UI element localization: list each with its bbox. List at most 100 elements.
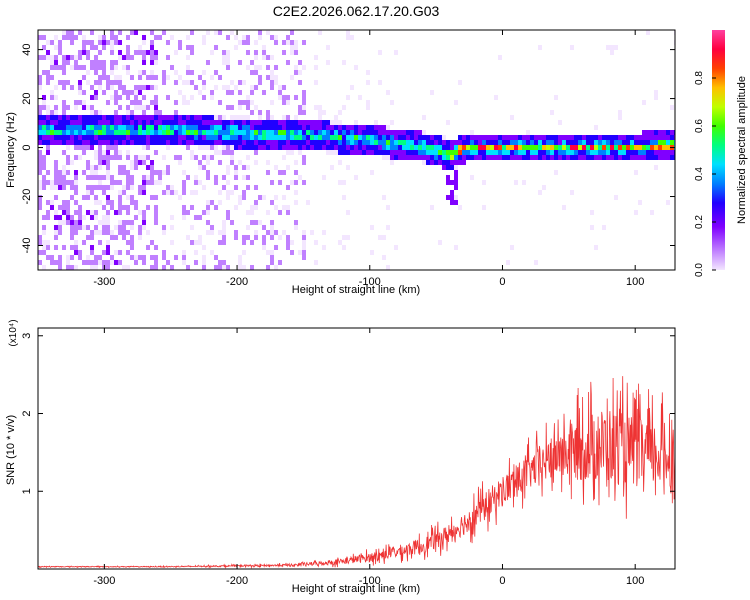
spectrogram-cell bbox=[290, 180, 294, 185]
spectrogram-cell bbox=[170, 135, 174, 140]
spectrogram-cell bbox=[46, 115, 50, 120]
spectrogram-cell bbox=[262, 225, 266, 230]
spectrogram-cell bbox=[234, 185, 238, 190]
spectrogram-cell bbox=[110, 230, 114, 235]
spectrogram-cell bbox=[214, 130, 218, 135]
spectrogram-cell bbox=[166, 40, 170, 45]
spectrogram-cell bbox=[242, 175, 246, 180]
spectrogram-cell bbox=[238, 115, 242, 120]
spectrogram-cell bbox=[478, 140, 482, 145]
spectrogram-cell bbox=[386, 225, 390, 230]
spectrogram-cell bbox=[222, 260, 226, 265]
spectrogram-cell bbox=[62, 180, 66, 185]
spectrogram-cell bbox=[214, 140, 218, 145]
spectrogram-cell bbox=[418, 150, 422, 155]
spectrogram-cell bbox=[186, 140, 190, 145]
spectrogram-cell bbox=[94, 165, 98, 170]
spectrogram-cell bbox=[38, 140, 42, 145]
spectrogram-cell bbox=[110, 120, 114, 125]
colorbar-tick-label: 0.0 bbox=[694, 263, 705, 277]
spectrogram-cell bbox=[214, 255, 218, 260]
spectrogram-cell bbox=[198, 135, 202, 140]
spectrogram-cell bbox=[638, 140, 642, 145]
spectrogram-cell bbox=[162, 115, 166, 120]
spectrogram-cell bbox=[546, 150, 550, 155]
spectrogram-cell bbox=[494, 150, 498, 155]
spectrogram-cell bbox=[298, 125, 302, 130]
spectrogram-cell bbox=[70, 115, 74, 120]
spectrogram-cell bbox=[318, 120, 322, 125]
spectrogram-cell bbox=[130, 245, 134, 250]
spectrogram-cell bbox=[670, 130, 674, 135]
spectrogram-cell bbox=[154, 125, 158, 130]
spectrogram-cell bbox=[582, 135, 586, 140]
spectrogram-cell bbox=[458, 155, 462, 160]
spectrogram-cell bbox=[258, 30, 262, 35]
spectrogram-cell bbox=[174, 255, 178, 260]
spectrogram-cell bbox=[338, 125, 342, 130]
spectrogram-cell bbox=[246, 50, 250, 55]
spectrogram-cell bbox=[70, 180, 74, 185]
spectrogram-cell bbox=[670, 140, 674, 145]
spectrogram-cell bbox=[550, 135, 554, 140]
spectrogram-cell bbox=[446, 145, 450, 150]
spectrogram-cell bbox=[266, 160, 270, 165]
spectrogram-cell bbox=[314, 80, 318, 85]
spectrogram-cell bbox=[370, 145, 374, 150]
spectrogram-cell bbox=[330, 150, 334, 155]
spectrogram-cell bbox=[326, 145, 330, 150]
spectrogram-cell bbox=[426, 140, 430, 145]
spectrogram-cell bbox=[590, 155, 594, 160]
spectrogram-cell bbox=[246, 165, 250, 170]
spectrogram-cell bbox=[210, 200, 214, 205]
spectrogram-cell bbox=[274, 230, 278, 235]
spectrogram-cell bbox=[438, 240, 442, 245]
spectrogram-cell bbox=[574, 140, 578, 145]
spectrogram-cell bbox=[302, 145, 306, 150]
spectrogram-cell bbox=[634, 210, 638, 215]
spectrogram-cell bbox=[106, 165, 110, 170]
spectrogram-cell bbox=[134, 260, 138, 265]
spectrogram-cell bbox=[110, 235, 114, 240]
spectrogram-cell bbox=[38, 80, 42, 85]
spectrogram-cell bbox=[138, 190, 142, 195]
spectrogram-cell bbox=[554, 150, 558, 155]
spectrogram-cell bbox=[62, 110, 66, 115]
spectrogram-cell bbox=[86, 195, 90, 200]
spectrogram-cell bbox=[538, 45, 542, 50]
spectrogram-cell bbox=[534, 145, 538, 150]
spectrogram-cell bbox=[206, 200, 210, 205]
spectrogram-cell bbox=[178, 75, 182, 80]
spectrogram-cell bbox=[118, 95, 122, 100]
spectrogram-cell bbox=[226, 190, 230, 195]
spectrogram-cell bbox=[106, 240, 110, 245]
spectrogram-cell bbox=[174, 70, 178, 75]
spectrogram-cell bbox=[266, 55, 270, 60]
spectrogram-cell bbox=[302, 255, 306, 260]
spectrogram-cell bbox=[374, 140, 378, 145]
spectrogram-cell bbox=[434, 160, 438, 165]
spectrogram-cell bbox=[410, 155, 414, 160]
spectrogram-cell bbox=[522, 135, 526, 140]
spectrogram-cell bbox=[386, 265, 390, 270]
spectrogram-cell bbox=[582, 155, 586, 160]
spectrogram-cell bbox=[246, 65, 250, 70]
spectrogram-cell bbox=[642, 100, 646, 105]
spectrogram-cell bbox=[150, 160, 154, 165]
spectrogram-cell bbox=[110, 40, 114, 45]
spectrogram-cell bbox=[118, 135, 122, 140]
spectrogram-cell bbox=[274, 65, 278, 70]
spectrogram-cell bbox=[546, 140, 550, 145]
spectrogram-cell bbox=[290, 40, 294, 45]
spectrogram-cell bbox=[282, 145, 286, 150]
spectrogram-cell bbox=[142, 155, 146, 160]
spectrogram-cell bbox=[210, 230, 214, 235]
spectrogram-cell bbox=[42, 100, 46, 105]
spectrogram-cell bbox=[398, 140, 402, 145]
spectrogram-cell bbox=[154, 140, 158, 145]
spectrogram-cell bbox=[354, 65, 358, 70]
spectrogram-cell bbox=[314, 55, 318, 60]
spectrogram-cell bbox=[118, 75, 122, 80]
spectrogram-cell bbox=[174, 100, 178, 105]
spectrogram-cell bbox=[126, 45, 130, 50]
